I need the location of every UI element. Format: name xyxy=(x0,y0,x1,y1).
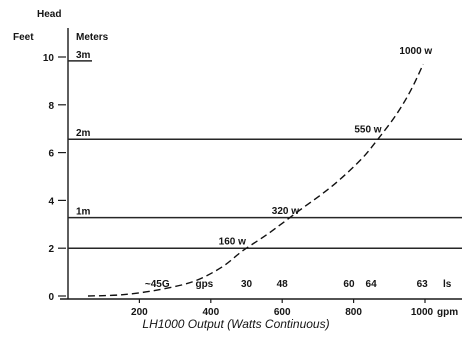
x-tick-label: 400 xyxy=(202,307,219,318)
y-axis-title: Head xyxy=(37,9,61,20)
y-axis-unit-feet: Feet xyxy=(13,32,34,43)
reference-lines: 3m 2m 1m xyxy=(68,50,462,249)
secondary-flow-label: 64 xyxy=(366,279,378,290)
y-tick-label: 2 xyxy=(48,244,54,255)
x-ticks: 200 400 600 800 1000 gpm xyxy=(131,299,458,318)
series xyxy=(87,63,424,297)
meter-label: 3m xyxy=(76,50,91,61)
x-tick-label: 1000 xyxy=(411,307,434,318)
secondary-flow-label: 60 xyxy=(343,279,355,290)
y-tick-label: 0 xyxy=(48,292,54,303)
wattage-annotation: 1000 w xyxy=(399,46,432,57)
wattage-annotation: 320 w xyxy=(272,206,299,217)
y-tick-label: 6 xyxy=(48,149,54,160)
meter-label: 1m xyxy=(76,207,91,218)
secondary-flow-label: ~45G xyxy=(145,279,170,290)
data-point xyxy=(395,113,397,115)
x-tick-label: 600 xyxy=(274,307,291,318)
series-line xyxy=(87,63,424,297)
secondary-flow-label: 30 xyxy=(241,279,253,290)
annotations: 1000 w 550 w 320 w 160 w xyxy=(219,46,433,247)
secondary-flow-unit: ls xyxy=(443,279,452,290)
secondary-flow-label: 48 xyxy=(277,279,289,290)
x-tick-label: 200 xyxy=(131,307,148,318)
meter-label: 2m xyxy=(76,128,91,139)
secondary-flow-label: gps xyxy=(195,279,213,290)
x-axis-unit: gpm xyxy=(437,307,458,318)
y-axis-unit-meters: Meters xyxy=(76,32,109,43)
wattage-annotation: 550 w xyxy=(354,124,381,135)
x-tick-label: 800 xyxy=(345,307,362,318)
secondary-flow-labels: ~45G gps 30 48 60 64 63 ls xyxy=(145,279,452,290)
y-tick-label: 10 xyxy=(43,53,55,64)
data-point xyxy=(267,233,269,235)
secondary-flow-label: 63 xyxy=(417,279,429,290)
y-ticks: 10 8 6 4 2 0 xyxy=(43,53,66,303)
wattage-annotation: 160 w xyxy=(219,237,246,248)
y-tick-label: 4 xyxy=(48,196,54,207)
chart-caption: LH1000 Output (Watts Continuous) xyxy=(142,317,329,331)
y-tick-label: 8 xyxy=(48,101,54,112)
